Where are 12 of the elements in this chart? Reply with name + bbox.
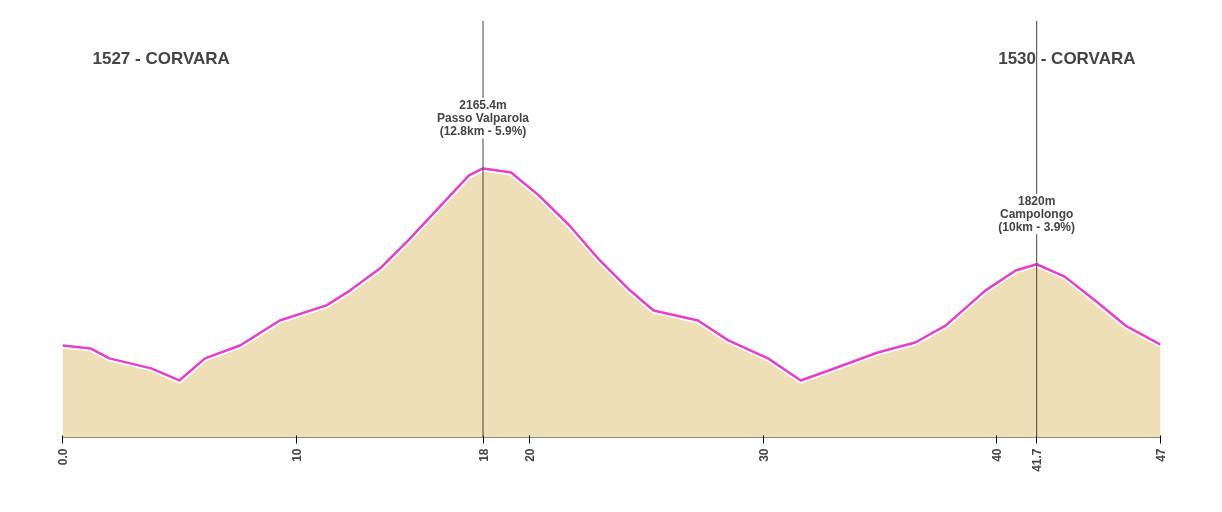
x-tick-label: 47 (1154, 448, 1168, 462)
annotation: 2165.4m Passo Valparola (12.8km - 5.9%) (436, 97, 530, 139)
x-tick-label: 30 (756, 448, 771, 462)
text: 1530 - CORVARA (998, 49, 1136, 68)
text: 1527 - CORVARA (92, 49, 230, 68)
x-tick-label: 18 (476, 448, 491, 462)
x-tick-label: 41.7 (1030, 448, 1045, 472)
x-tick-label: 10 (289, 448, 304, 462)
x-tick-label: 0.0 (56, 448, 70, 466)
x-tick-label: 20 (523, 448, 538, 462)
annotation: 1820m Campolongo (10km - 3.9%) (998, 193, 1076, 235)
x-tick-label: 40 (990, 448, 1005, 462)
